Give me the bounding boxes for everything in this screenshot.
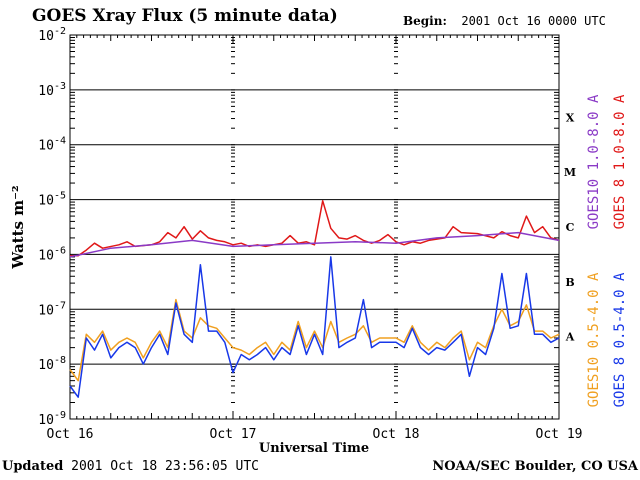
flare-class-label: C <box>566 221 575 234</box>
x-axis-label: Universal Time <box>259 441 369 456</box>
flare-class-label: M <box>564 166 576 179</box>
updated-value: 2001 Oct 18 23:56:05 UTC <box>71 459 259 474</box>
begin-timestamp: Begin: 2001 Oct 16 0000 UTC <box>403 14 606 28</box>
series-lines <box>69 200 560 398</box>
legend-label: GOES10 0.5-4.0 A <box>586 272 602 407</box>
begin-value: 2001 Oct 16 0000 UTC <box>461 14 606 28</box>
y-tick-label: 10-5 <box>38 191 66 209</box>
credit-text: NOAA/SEC Boulder, CO USA <box>432 459 638 474</box>
flare-class-label: X <box>566 111 575 124</box>
legend-label: GOES 8 0.5-4.0 A <box>612 272 628 407</box>
y-axis-ticks: 10-9 10-8 10-7 10-6 10-5 10-4 10-3 10-2 <box>38 26 559 428</box>
grid-lines <box>70 89 559 365</box>
flare-class-label: B <box>565 276 574 289</box>
x-tick-label: Oct 16 <box>47 427 94 442</box>
series-legend: GOES10 1.0-8.0 A GOES 8 1.0-8.0 A GOES10 0… <box>586 94 628 407</box>
begin-label: Begin: <box>403 14 447 28</box>
y-tick-label: 10-3 <box>38 81 66 99</box>
y-tick-label: 10-2 <box>38 26 66 44</box>
x-tick-label: Oct 18 <box>373 427 420 442</box>
legend-label: GOES10 1.0-8.0 A <box>586 94 602 229</box>
plot-frame <box>69 34 560 420</box>
y-tick-label: 10-6 <box>38 245 66 263</box>
series-line <box>69 256 560 398</box>
x-tick-label: Oct 19 <box>536 427 583 442</box>
y-tick-label: 10-7 <box>38 300 66 318</box>
updated-label: Updated <box>2 459 64 474</box>
y-tick-label: 10-8 <box>38 355 66 373</box>
x-axis-ticks: Oct 16 Oct 17 Oct 18 Oct 19 <box>47 35 583 442</box>
y-tick-label: 10-9 <box>38 410 66 428</box>
flare-class-labels: X M C B A <box>564 111 576 343</box>
series-line <box>69 298 560 382</box>
flare-class-label: A <box>565 331 575 344</box>
series-line <box>70 200 560 257</box>
day-dividers <box>231 35 398 420</box>
x-tick-label: Oct 17 <box>210 427 257 442</box>
updated-timestamp: Updated 2001 Oct 18 23:56:05 UTC <box>2 459 259 474</box>
legend-label: GOES 8 1.0-8.0 A <box>612 94 628 229</box>
y-axis-label: Watts m⁻² <box>9 185 27 269</box>
y-tick-label: 10-4 <box>38 136 66 154</box>
chart-title: GOES Xray Flux (5 minute data) <box>32 6 338 26</box>
series-line <box>69 231 560 258</box>
